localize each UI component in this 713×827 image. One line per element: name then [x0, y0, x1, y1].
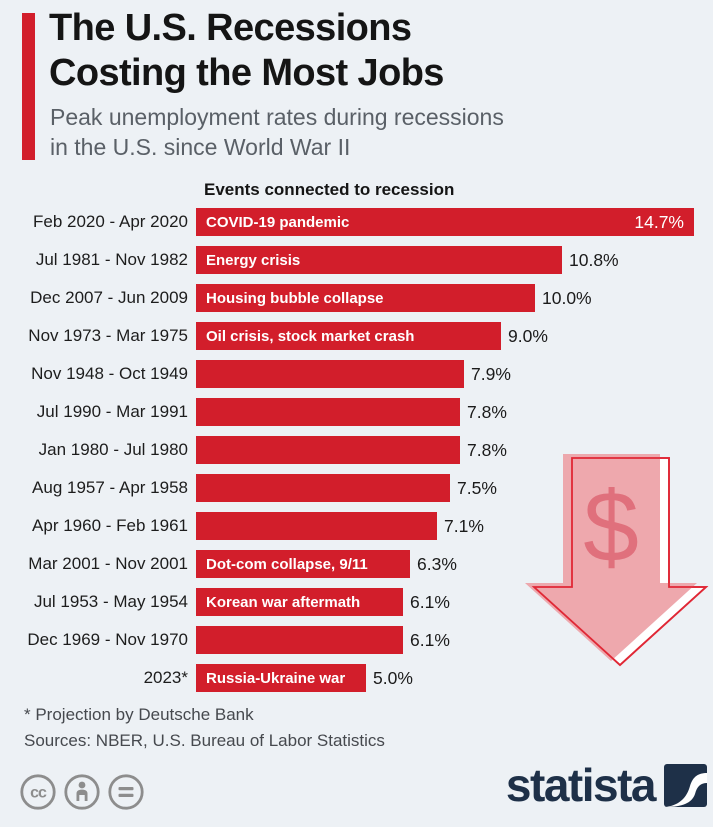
- title-accent-strip: [22, 13, 35, 160]
- events-column-header: Events connected to recession: [204, 180, 455, 199]
- bar-value-outside: 5.0%: [373, 667, 413, 688]
- bar-value-outside: 7.5%: [457, 477, 497, 498]
- row-period-label: Nov 1973 - Mar 1975: [28, 326, 188, 345]
- attribution-icon[interactable]: [62, 772, 102, 812]
- bar: COVID-19 pandemic 14.7%: [196, 208, 694, 236]
- bar: [196, 360, 464, 388]
- chart-row: Dec 1969 - Nov 1970 6.1%: [0, 621, 713, 659]
- page-subtitle: Peak unemployment rates during recession…: [50, 102, 504, 162]
- bar: [196, 512, 437, 540]
- chart-row: Jul 1981 - Nov 1982 Energy crisis 10.8%: [0, 241, 713, 279]
- subtitle-line-2: in the U.S. since World War II: [50, 134, 351, 160]
- chart-row: Mar 2001 - Nov 2001 Dot-com collapse, 9/…: [0, 545, 713, 583]
- bar-value-outside: 7.8%: [467, 439, 507, 460]
- row-period-label: Jul 1953 - May 1954: [33, 592, 188, 611]
- bar-value-outside: 7.8%: [467, 401, 507, 422]
- chart-row: Aug 1957 - Apr 1958 7.5%: [0, 469, 713, 507]
- dollar-sign-icon: $: [583, 471, 639, 583]
- row-period-label: Mar 2001 - Nov 2001: [28, 554, 188, 573]
- bar-value-outside: 10.8%: [569, 249, 619, 270]
- bar-value-outside: 6.1%: [410, 629, 450, 650]
- footnote: * Projection by Deutsche Bank: [24, 705, 254, 724]
- bar-value-inside: 14.7%: [634, 211, 684, 232]
- bar-event-label: Oil crisis, stock market crash: [206, 327, 415, 345]
- bar-value-outside: 6.1%: [410, 591, 450, 612]
- bar: [196, 398, 460, 426]
- bar-event-label: Energy crisis: [206, 251, 301, 269]
- row-period-label: Aug 1957 - Apr 1958: [32, 478, 188, 497]
- bar: Housing bubble collapse: [196, 284, 535, 312]
- statista-wordmark: statista: [505, 759, 657, 811]
- chart-row: Jul 1953 - May 1954 Korean war aftermath…: [0, 583, 713, 621]
- page-title: The U.S. Recessions Costing the Most Job…: [49, 6, 444, 96]
- chart-row: Apr 1960 - Feb 1961 7.1%: [0, 507, 713, 545]
- bar-event-label: Russia-Ukraine war: [206, 669, 346, 687]
- bar-event-label: COVID-19 pandemic: [206, 213, 350, 231]
- bar-value-outside: 9.0%: [508, 325, 548, 346]
- bar-event-label: Dot-com collapse, 9/11: [206, 555, 368, 573]
- subtitle-line-1: Peak unemployment rates during recession…: [50, 104, 504, 130]
- cc-icon[interactable]: cc: [18, 772, 58, 812]
- bar: Dot-com collapse, 9/11: [196, 550, 410, 578]
- bar: Russia-Ukraine war: [196, 664, 366, 692]
- statista-swoosh-icon: [664, 764, 707, 807]
- row-period-label: Jul 1990 - Mar 1991: [36, 402, 188, 421]
- row-period-label: Apr 1960 - Feb 1961: [32, 516, 188, 535]
- sources: Sources: NBER, U.S. Bureau of Labor Stat…: [24, 731, 385, 750]
- row-period-label: Jan 1980 - Jul 1980: [38, 440, 188, 459]
- row-period-label: 2023*: [143, 668, 188, 687]
- bar: Energy crisis: [196, 246, 562, 274]
- license-icons: cc: [18, 772, 146, 812]
- title-line-1: The U.S. Recessions: [49, 7, 412, 49]
- bar-rows: Feb 2020 - Apr 2020 COVID-19 pandemic 14…: [0, 203, 713, 697]
- chart-row: Nov 1973 - Mar 1975 Oil crisis, stock ma…: [0, 317, 713, 355]
- bar: Korean war aftermath: [196, 588, 403, 616]
- bar-value-outside: 6.3%: [417, 553, 457, 574]
- svg-text:cc: cc: [30, 785, 47, 802]
- chart-row: 2023* Russia-Ukraine war 5.0%: [0, 659, 713, 697]
- no-derivatives-icon[interactable]: [106, 772, 146, 812]
- chart-row: Nov 1948 - Oct 1949 7.9%: [0, 355, 713, 393]
- bar-value-outside: 7.1%: [444, 515, 484, 536]
- bar-event-label: Korean war aftermath: [206, 593, 361, 611]
- bar-event-label: Housing bubble collapse: [206, 289, 384, 307]
- row-period-label: Nov 1948 - Oct 1949: [31, 364, 188, 383]
- row-period-label: Dec 2007 - Jun 2009: [30, 288, 188, 307]
- bar-value-outside: 10.0%: [542, 287, 592, 308]
- chart-row: Feb 2020 - Apr 2020 COVID-19 pandemic 14…: [0, 203, 713, 241]
- chart-row: Dec 2007 - Jun 2009 Housing bubble colla…: [0, 279, 713, 317]
- row-period-label: Jul 1981 - Nov 1982: [35, 250, 188, 269]
- bar-value-outside: 7.9%: [471, 363, 511, 384]
- statista-logo[interactable]: statista: [505, 759, 707, 811]
- row-period-label: Dec 1969 - Nov 1970: [27, 630, 188, 649]
- bar: [196, 436, 460, 464]
- row-period-label: Feb 2020 - Apr 2020: [32, 212, 188, 231]
- dollar-down-arrow-icon: $: [525, 454, 707, 666]
- title-line-2: Costing the Most Jobs: [49, 52, 444, 94]
- bar: Oil crisis, stock market crash: [196, 322, 501, 350]
- bar: [196, 626, 403, 654]
- bar: [196, 474, 450, 502]
- chart-row: Jul 1990 - Mar 1991 7.8%: [0, 393, 713, 431]
- chart-row: Jan 1980 - Jul 1980 7.8%: [0, 431, 713, 469]
